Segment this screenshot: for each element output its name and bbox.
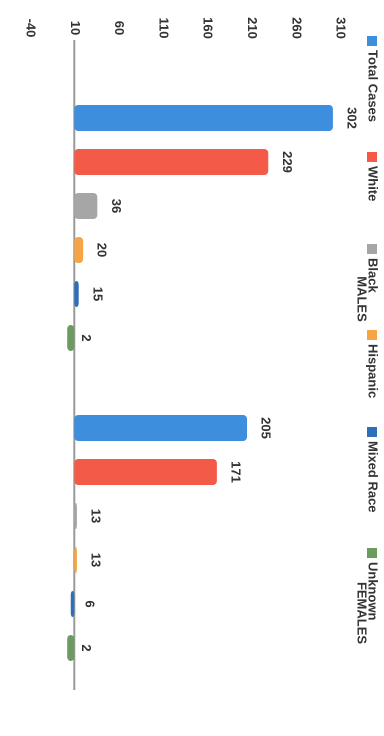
legend-label: Mixed Race [366,441,381,513]
value-tick-label: 310 [334,17,349,39]
bar [74,281,79,307]
group-labels: MALES FEMALES [355,276,370,644]
legend-swatch [367,548,377,558]
bar [70,591,75,617]
data-label: 2 [79,644,94,651]
legend-label: White [366,166,381,201]
value-axis-ticks: 310 260 210 160 110 60 10 -40 [24,17,349,39]
bar [67,325,75,351]
value-tick-label: 260 [289,17,304,39]
group-label: MALES [355,276,370,322]
data-label: 6 [82,600,97,607]
value-tick-label: 110 [156,18,171,39]
legend-label: Unknown [366,562,381,621]
group-label: FEMALES [355,582,370,644]
bar [74,193,98,219]
bar [74,415,248,441]
data-label: 171 [228,461,243,483]
data-label: 205 [259,417,274,439]
value-tick-label: 60 [112,21,127,35]
legend-label: Hispanic [366,344,381,398]
data-label: 13 [89,509,104,523]
bar [74,547,77,573]
legend-label: Total Cases [366,50,381,122]
bar [74,105,333,131]
bars [67,105,333,661]
bar [74,459,217,485]
value-tick-label: 210 [245,17,260,39]
data-label: 20 [95,243,110,257]
data-label: 229 [280,151,295,173]
value-tick-label: -40 [24,19,39,38]
legend-swatch [367,330,377,340]
bar [74,149,269,175]
legend: Total Cases White Black Hispanic Mixed Race U… [366,36,381,621]
value-tick-label: 10 [68,21,83,35]
data-label: 2 [79,334,94,341]
bar [74,237,84,263]
data-label: 302 [344,107,359,129]
data-label: 15 [90,287,105,301]
data-label: 36 [109,199,124,213]
value-tick-label: 160 [201,17,216,39]
legend-swatch [367,152,377,162]
legend-swatch [367,427,377,437]
legend-swatch [367,244,377,254]
legend-swatch [367,36,377,46]
bar [67,635,75,661]
data-labels: 302 229 36 20 15 2 205 171 13 13 6 2 [79,107,360,651]
data-label: 13 [89,553,104,567]
bar [74,503,77,529]
legend-label: Black [366,258,381,293]
